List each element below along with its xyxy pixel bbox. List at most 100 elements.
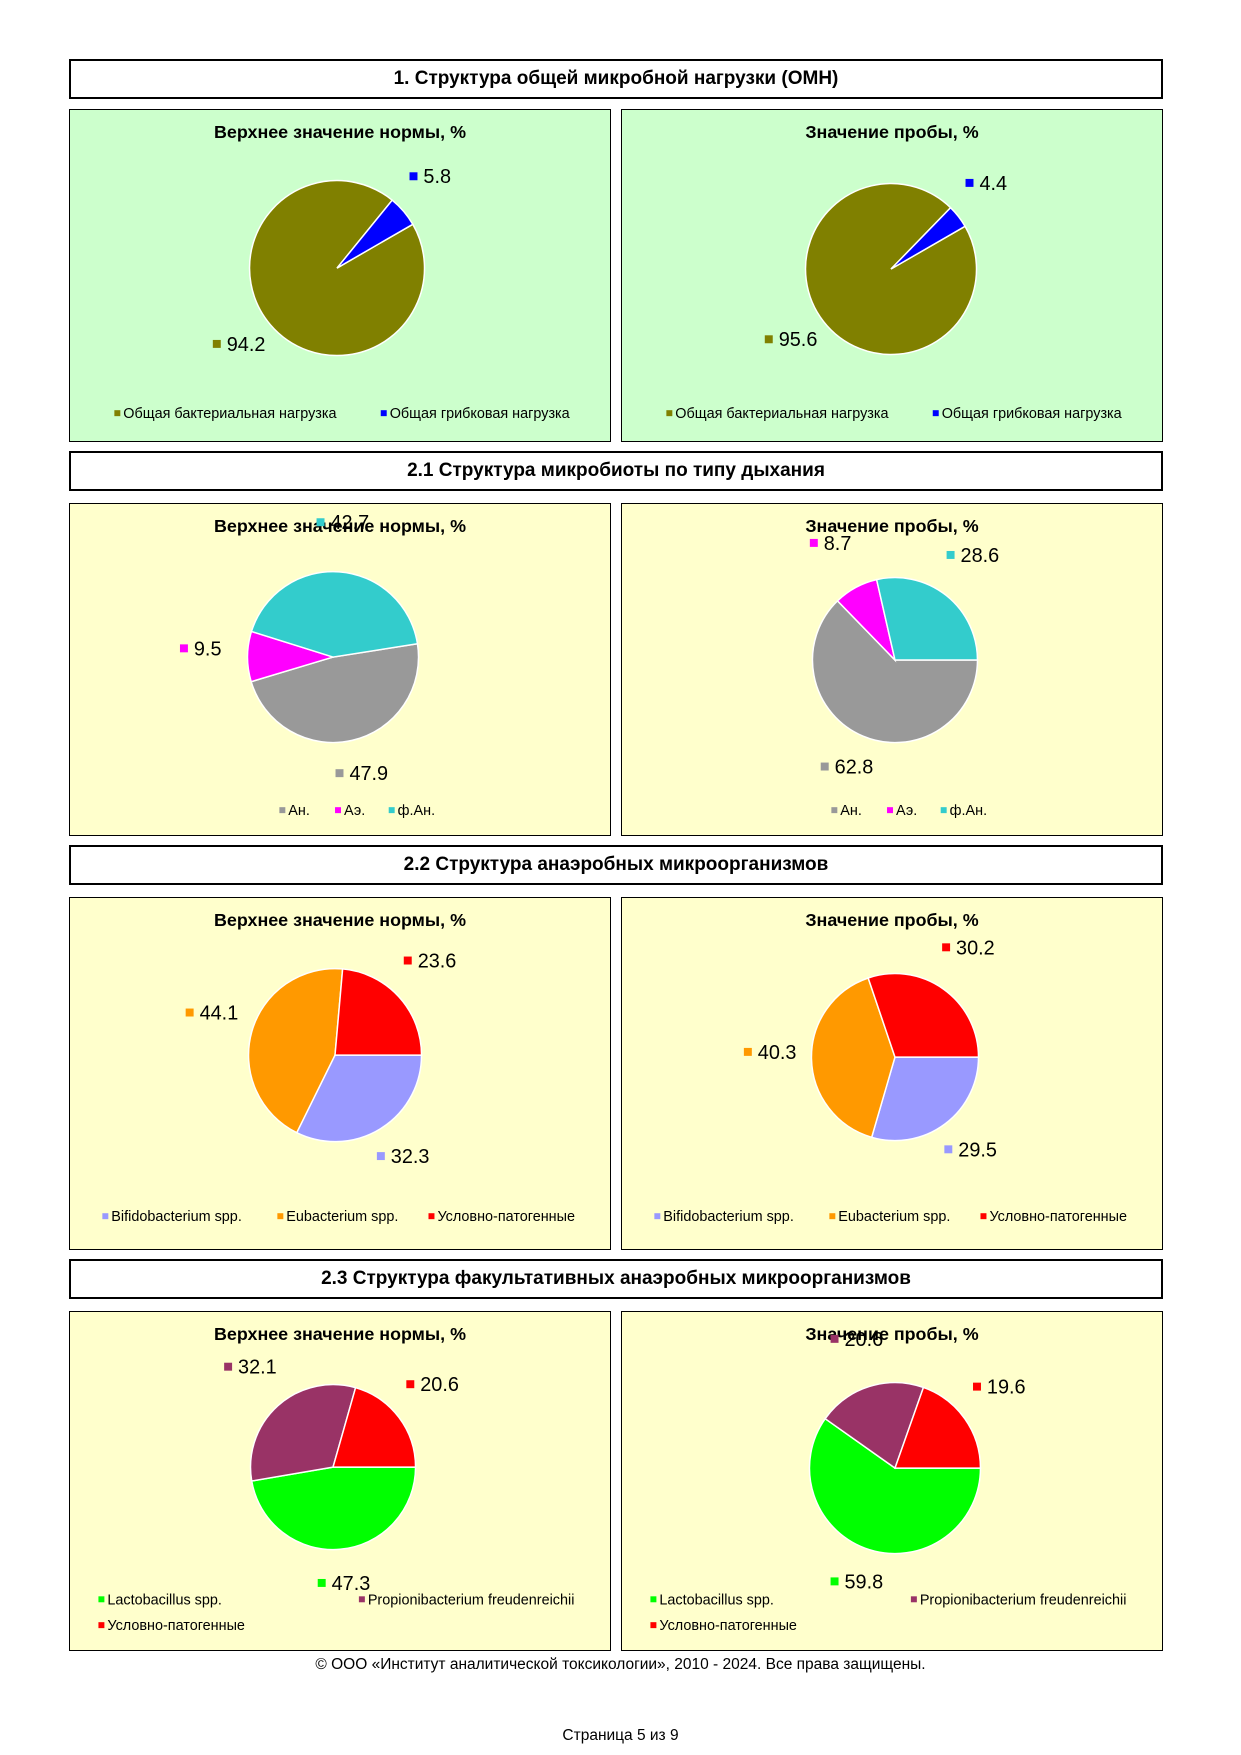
svg-text:8.7: 8.7 [824, 533, 852, 555]
pie-chart: Значение пробы, % 95.6 4.4 Общая бактериаль… [666, 122, 1123, 422]
data-label: 59.8 [830, 1571, 883, 1593]
chart-title: Значение пробы, % [805, 1324, 978, 1344]
svg-text:47.9: 47.9 [349, 763, 388, 785]
data-label: 47.9 [335, 763, 388, 785]
svg-text:Условно-патогенные: Условно-патогенные [107, 1618, 245, 1634]
data-label: 32.3 [376, 1146, 429, 1168]
data-label: 44.1 [185, 1002, 238, 1024]
chart-panel-respiration-norm: Верхнее значение нормы, % 47.9 9.5 42.7 Ан. А… [69, 503, 611, 836]
legend-entry: Ан. [279, 803, 310, 819]
svg-text:20.6: 20.6 [420, 1374, 459, 1396]
data-label: 23.6 [403, 950, 456, 972]
svg-text:Eubacterium spp.: Eubacterium spp. [838, 1209, 950, 1225]
legend-entry: Propionibacterium freudenreichii [358, 1592, 575, 1608]
svg-text:Аэ.: Аэ. [896, 803, 917, 819]
legend-entry: Bifidobacterium spp. [654, 1209, 794, 1225]
legend-entry: Eubacterium spp. [277, 1209, 398, 1225]
chart-title: Верхнее значение нормы, % [214, 122, 466, 142]
data-label: 29.5 [944, 1139, 997, 1161]
svg-text:9.5: 9.5 [194, 638, 222, 660]
legend-entry: Общая бактериальная нагрузка [666, 406, 890, 422]
data-label: 30.2 [942, 937, 995, 959]
pie-slice [867, 972, 980, 1058]
pie-slice [250, 1466, 417, 1551]
legend-entry: ф.Ан. [940, 803, 987, 819]
svg-text:20.6: 20.6 [844, 1329, 883, 1351]
pie-slice [893, 1386, 982, 1469]
pie-slice [334, 968, 423, 1056]
pie-chart: Верхнее значение нормы, % 47.9 9.5 42.7 Ан. А… [179, 512, 466, 819]
pie-slice [811, 599, 979, 744]
svg-text:95.6: 95.6 [779, 329, 818, 351]
legend-entry: Условно-патогенные [980, 1209, 1127, 1225]
pie-chart: Верхнее значение нормы, % 47.3 32.1 20.6 Lac… [98, 1324, 575, 1634]
svg-text:Lactobacillus spp.: Lactobacillus spp. [107, 1592, 222, 1608]
chart-panel-omn-norm: Верхнее значение нормы, % 94.2 5.8 Общая ба… [69, 109, 611, 442]
pie-slice [870, 1056, 980, 1142]
chart-title: Верхнее значение нормы, % [214, 516, 466, 536]
legend-entry: ф.Ан. [388, 803, 435, 819]
chart-panel-anaerobic-sample: Значение пробы, % 29.5 40.3 30.2 Bifidobacte… [621, 897, 1163, 1250]
data-label: 47.3 [317, 1573, 370, 1595]
data-label: 20.6 [830, 1329, 883, 1351]
section-header-respiration: 2.1 Структура микробиоты по типу дыхания [69, 451, 1163, 491]
svg-text:Propionibacterium freudenreich: Propionibacterium freudenreichii [920, 1592, 1127, 1608]
svg-text:Bifidobacterium spp.: Bifidobacterium spp. [111, 1209, 242, 1225]
pie-chart: Верхнее значение нормы, % 94.2 5.8 Общая ба… [114, 122, 571, 422]
data-label: 62.8 [820, 756, 874, 778]
chart-panel-facultative-norm: Верхнее значение нормы, % 47.3 32.1 20.6 Lac… [69, 1311, 611, 1651]
chart-panel-respiration-sample: Значение пробы, % 62.8 8.7 28.6 Ан. Аэ. ф.Ан. [621, 503, 1163, 836]
legend-entry: Аэ. [887, 803, 917, 819]
chart-panel-omn-sample: Значение пробы, % 95.6 4.4 Общая бактериаль… [621, 109, 1163, 442]
legend-entry: Условно-патогенные [428, 1209, 575, 1225]
data-label: 95.6 [764, 329, 818, 351]
svg-text:29.5: 29.5 [958, 1139, 997, 1161]
legend-entry: Lactobacillus spp. [98, 1592, 222, 1608]
data-label: 8.7 [809, 533, 852, 555]
legend-entry: Bifidobacterium spp. [102, 1209, 242, 1225]
data-label: 94.2 [212, 334, 265, 356]
pie-slice [810, 977, 896, 1139]
svg-text:19.6: 19.6 [987, 1377, 1026, 1399]
svg-text:59.8: 59.8 [844, 1571, 883, 1593]
pie-slice [336, 199, 414, 269]
pie-slice [824, 1381, 925, 1470]
legend-entry: Условно-патогенные [650, 1618, 797, 1634]
pie-slice [247, 967, 344, 1134]
pie-slice [890, 206, 967, 270]
svg-text:62.8: 62.8 [835, 756, 874, 778]
svg-text:28.6: 28.6 [961, 545, 1000, 567]
legend-entry: Общая грибковая нагрузка [380, 406, 571, 422]
data-label: 4.4 [965, 173, 1007, 195]
svg-text:ф.Ан.: ф.Ан. [398, 803, 435, 819]
chart-title: Верхнее значение нормы, % [214, 910, 466, 930]
svg-text:Propionibacterium freudenreich: Propionibacterium freudenreichii [368, 1592, 575, 1608]
pie-slice [250, 642, 420, 744]
svg-text:Аэ.: Аэ. [344, 803, 365, 819]
svg-text:Ан.: Ан. [840, 803, 862, 819]
pie-chart: Верхнее значение нормы, % 32.3 44.1 23.6 Bif… [102, 910, 575, 1225]
chart-title: Верхнее значение нормы, % [214, 1324, 466, 1344]
pie-chart: Значение пробы, % 29.5 40.3 30.2 Bifidobacte… [654, 910, 1127, 1225]
pie-chart: Значение пробы, % 62.8 8.7 28.6 Ан. Аэ. ф.Ан. [805, 516, 1000, 819]
svg-text:32.1: 32.1 [238, 1357, 277, 1379]
data-label: 40.3 [743, 1042, 796, 1064]
pie-slice [250, 570, 419, 658]
legend-entry: Общая грибковая нагрузка [932, 406, 1123, 422]
legend-entry: Eubacterium spp. [829, 1209, 950, 1225]
legend-entry: Ан. [831, 803, 862, 819]
data-label: 32.1 [224, 1357, 277, 1379]
section-header-facultative: 2.3 Структура факультативных анаэробных … [69, 1259, 1163, 1299]
pie-slice [875, 576, 979, 661]
legend-entry: Lactobacillus spp. [650, 1592, 774, 1608]
chart-panel-anaerobic-norm: Верхнее значение нормы, % 32.3 44.1 23.6 Bif… [69, 897, 611, 1250]
section-header-anaerobic: 2.2 Структура анаэробных микроорганизмов [69, 845, 1163, 885]
svg-text:5.8: 5.8 [423, 166, 451, 188]
data-label: 9.5 [179, 638, 222, 660]
pie-slice [808, 1417, 982, 1555]
pie-slice [332, 1386, 417, 1468]
legend-entry: Propionibacterium freudenreichii [910, 1592, 1127, 1608]
footer-copyright: © ООО «Институт аналитической токсиколог… [315, 1656, 926, 1673]
pie-slice [295, 1054, 423, 1143]
legend-entry: Аэ. [335, 803, 365, 819]
